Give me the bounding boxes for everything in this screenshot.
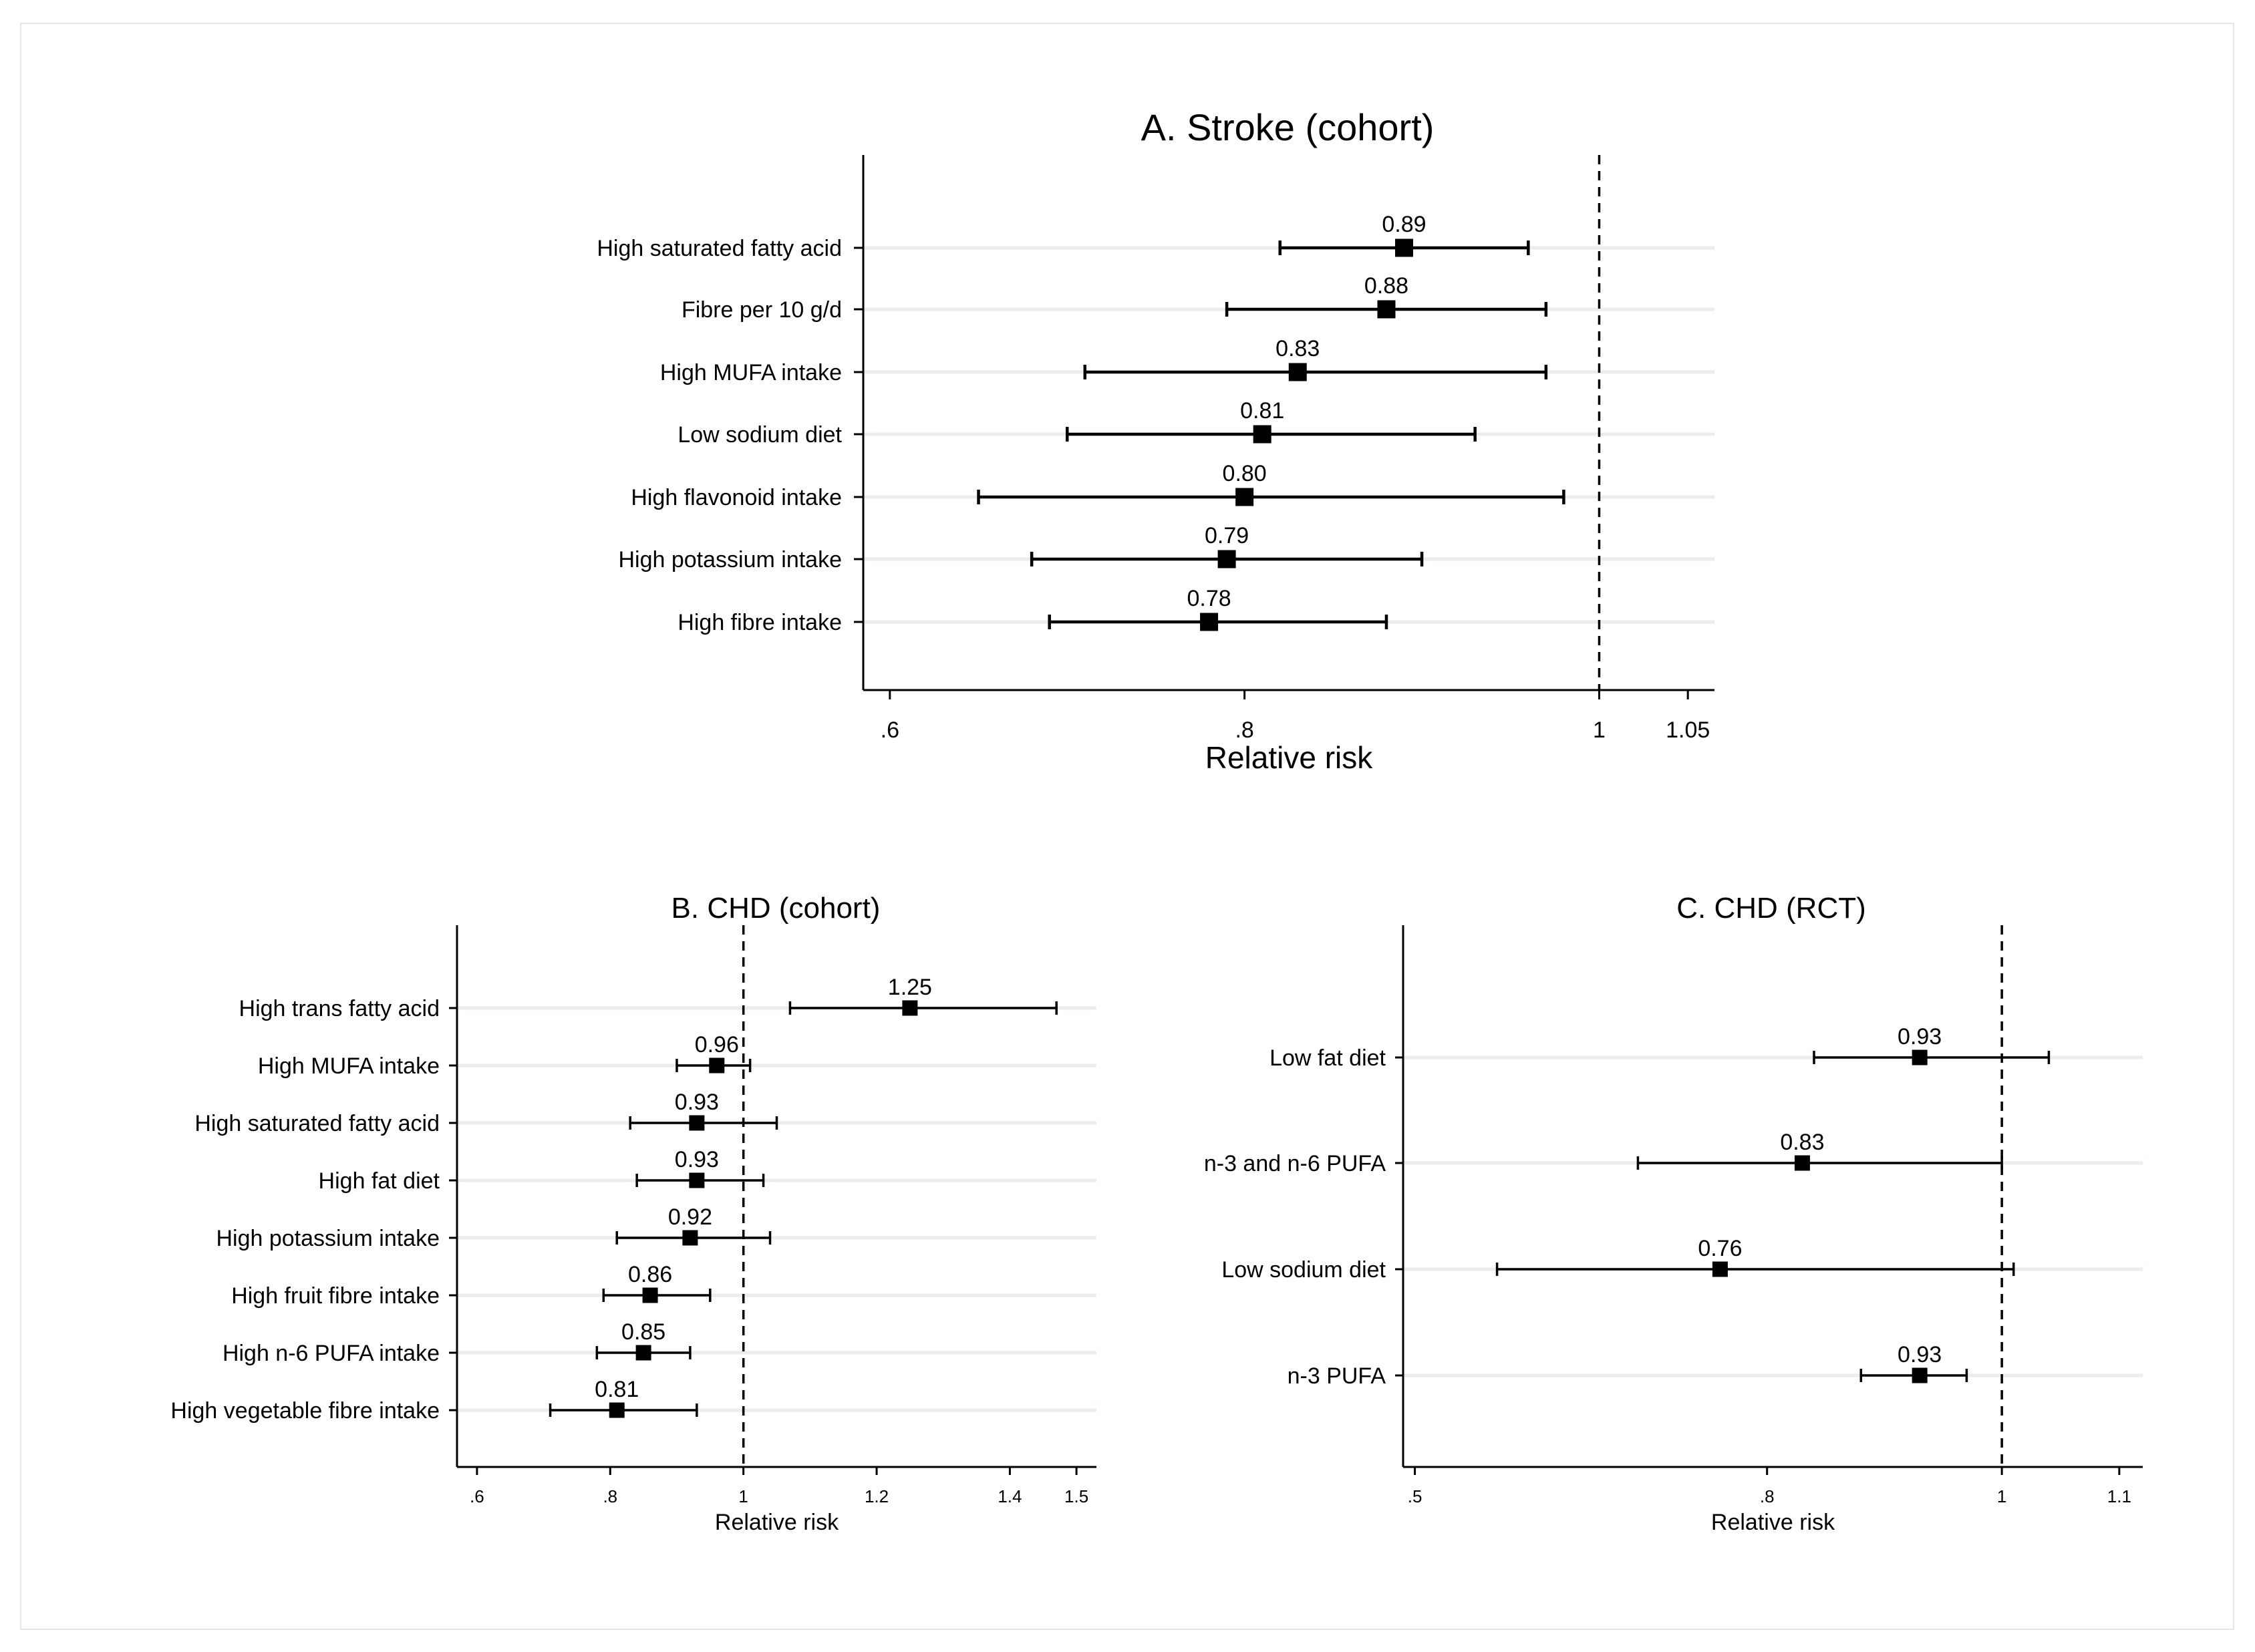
panel-b-row-label: High MUFA intake xyxy=(258,1053,440,1079)
panel-b-x-tick-label: 1.2 xyxy=(865,1486,889,1506)
panel-c-row-label: n-3 and n-6 PUFA xyxy=(1204,1151,1386,1176)
panel-a-value-label: 0.89 xyxy=(1382,212,1426,237)
panel-c-value-label: 0.93 xyxy=(1898,1342,1942,1367)
panel-a-x-tick-label: 1.05 xyxy=(1666,717,1710,743)
panel-a-value-label: 0.83 xyxy=(1275,336,1320,361)
panel-a-x-tick-label: .8 xyxy=(1235,717,1253,743)
panel-a-value-label: 0.80 xyxy=(1223,461,1267,486)
panel-c-x-tick-label: 1.1 xyxy=(2107,1486,2131,1506)
panel-c-point-estimate xyxy=(1712,1261,1728,1277)
panel-a-value-label: 0.81 xyxy=(1240,398,1284,424)
panel-a-value-label: 0.88 xyxy=(1364,273,1408,299)
panel-a-row-label: High potassium intake xyxy=(618,547,842,572)
panel-b-row-label: High fat diet xyxy=(319,1168,440,1194)
panel-a-value-label: 0.78 xyxy=(1187,586,1231,611)
panel-a-point-estimate xyxy=(1217,550,1236,568)
panel-c-point-estimate xyxy=(1912,1049,1928,1065)
panel-b-row-label: High potassium intake xyxy=(216,1226,440,1251)
panel-a-point-estimate xyxy=(1377,300,1396,319)
panel-b-x-tick-label: 1.4 xyxy=(998,1486,1022,1506)
panel-a-x-tick-label: .6 xyxy=(881,717,899,743)
panel-c-point-estimate xyxy=(1794,1155,1810,1171)
panel-b-point-estimate xyxy=(635,1345,651,1361)
panel-a-point-estimate xyxy=(1395,238,1414,257)
panel-c-x-tick-label: 1 xyxy=(1997,1486,2006,1506)
panel-c-x-tick-label: .5 xyxy=(1408,1486,1422,1506)
panel-c-value-label: 0.83 xyxy=(1780,1130,1824,1155)
panel-b-point-estimate xyxy=(902,1000,918,1016)
panel-b-value-label: 0.93 xyxy=(675,1147,719,1172)
panel-b-title: B. CHD (cohort) xyxy=(671,892,881,925)
panel-c-row-label: Low fat diet xyxy=(1269,1045,1386,1071)
panel-b-point-estimate xyxy=(689,1115,705,1131)
panel-a-point-estimate xyxy=(1253,425,1271,444)
panel-a-title: A. Stroke (cohort) xyxy=(1141,106,1435,148)
panel-b-value-label: 1.25 xyxy=(888,975,932,1000)
panel-a-point-estimate xyxy=(1200,613,1219,631)
panel-b-row-label: High vegetable fibre intake xyxy=(170,1398,440,1424)
panel-b-point-estimate xyxy=(689,1172,705,1188)
panel-b-x-tick-label: 1 xyxy=(738,1486,748,1506)
panel-c-row-label: Low sodium diet xyxy=(1221,1257,1386,1283)
panel-a-point-estimate xyxy=(1235,488,1254,506)
panel-a-value-label: 0.79 xyxy=(1205,523,1249,548)
panel-b-row-label: High saturated fatty acid xyxy=(194,1111,440,1136)
panel-a-row-label: Fibre per 10 g/d xyxy=(682,297,842,323)
panel-b-x-tick-label: 1.5 xyxy=(1064,1486,1088,1506)
panel-b-row-label: High n-6 PUFA intake xyxy=(222,1341,440,1366)
panel-b-point-estimate xyxy=(609,1402,625,1418)
panel-c-row-label: n-3 PUFA xyxy=(1288,1363,1386,1389)
panel-a-point-estimate xyxy=(1288,363,1307,381)
panel-b-value-label: 0.86 xyxy=(628,1262,672,1287)
panel-b-point-estimate xyxy=(642,1287,658,1303)
panel-b-x-tick-label: .8 xyxy=(603,1486,617,1506)
panel-a-row-label: High flavonoid intake xyxy=(631,485,842,510)
panel-c-value-label: 0.76 xyxy=(1698,1236,1742,1261)
panel-b-x-tick-label: .6 xyxy=(470,1486,484,1506)
panel-b-point-estimate xyxy=(682,1230,698,1246)
panel-a-x-tick-label: 1 xyxy=(1593,717,1606,743)
panel-c-value-label: 0.93 xyxy=(1898,1024,1942,1049)
figure-frame xyxy=(20,23,2234,1630)
panel-a-x-axis-label: Relative risk xyxy=(1205,740,1374,775)
panel-b-value-label: 0.81 xyxy=(595,1377,639,1402)
panel-c-x-tick-label: .8 xyxy=(1760,1486,1775,1506)
panel-b-value-label: 0.92 xyxy=(668,1204,712,1230)
panel-a-row-label: Low sodium diet xyxy=(678,422,842,448)
panel-b-point-estimate xyxy=(709,1057,725,1073)
panel-b-x-axis-label: Relative risk xyxy=(715,1510,839,1535)
panel-a-row-label: High saturated fatty acid xyxy=(597,236,842,261)
panel-b-value-label: 0.93 xyxy=(675,1090,719,1115)
panel-c-point-estimate xyxy=(1912,1367,1928,1383)
panel-a-row-label: High MUFA intake xyxy=(660,360,842,385)
panel-a-row-label: High fibre intake xyxy=(678,610,842,635)
panel-b-value-label: 0.96 xyxy=(695,1032,739,1057)
panel-b-row-label: High fruit fibre intake xyxy=(231,1283,440,1309)
panel-b-row-label: High trans fatty acid xyxy=(239,996,440,1021)
panel-b-value-label: 0.85 xyxy=(621,1319,665,1345)
panel-c-title: C. CHD (RCT) xyxy=(1676,892,1866,925)
panel-c-x-axis-label: Relative risk xyxy=(1711,1510,1835,1535)
